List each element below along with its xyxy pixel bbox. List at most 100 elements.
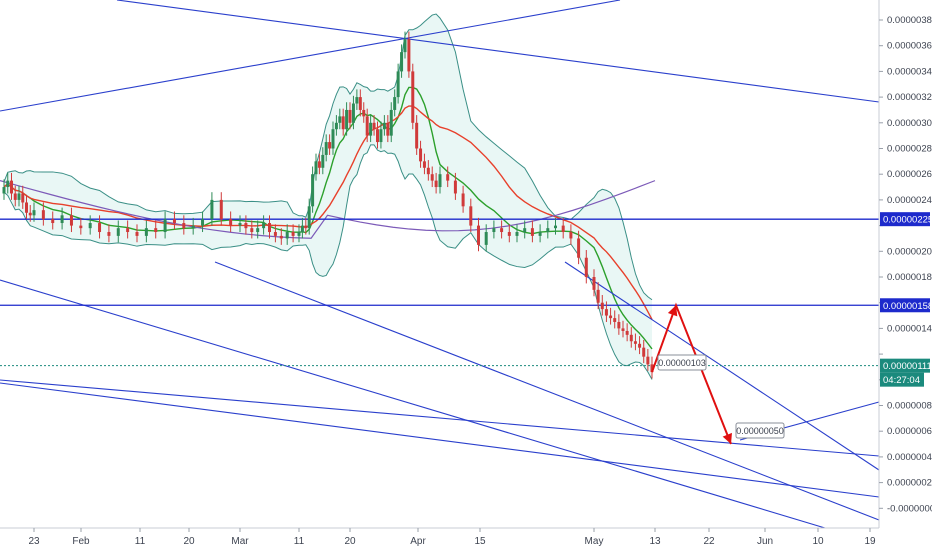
candle (341, 116, 345, 130)
candle (584, 257, 588, 277)
candle (17, 193, 21, 200)
candle (389, 109, 393, 136)
tag-resistance-1-bg (880, 212, 930, 227)
candle (554, 225, 557, 229)
candle (256, 228, 260, 233)
candle (538, 232, 542, 236)
trendline (0, 279, 826, 529)
candle (382, 122, 386, 130)
bollinger-fill (4, 14, 652, 380)
candle (430, 174, 434, 181)
arrow-up-head (667, 305, 678, 317)
candle (244, 223, 248, 229)
candle (546, 228, 550, 233)
ma-mid (3, 105, 653, 320)
candle (317, 161, 321, 168)
candle (434, 180, 438, 188)
x-tick-label: Apr (410, 536, 426, 547)
candle (393, 97, 397, 110)
candle (376, 129, 379, 143)
candle (379, 129, 383, 143)
candle (461, 193, 465, 207)
candle (126, 228, 130, 233)
candle (523, 228, 527, 233)
candle (307, 206, 311, 229)
candle (88, 223, 92, 229)
candle (633, 341, 637, 344)
candle (300, 225, 304, 233)
candle (358, 97, 362, 110)
x-tick-label: 15 (474, 536, 486, 547)
x-tick-label: 10 (812, 536, 824, 547)
candle (69, 215, 73, 226)
candle (334, 122, 338, 130)
candle (60, 215, 64, 224)
candle (369, 122, 373, 136)
projection-arrows (651, 302, 732, 445)
candle (98, 223, 102, 233)
candle (107, 232, 111, 236)
candle (609, 315, 613, 319)
x-tick-label: Feb (72, 536, 90, 547)
candle (51, 219, 55, 224)
y-tick-label: 0.00000020 (887, 478, 932, 489)
candle (210, 199, 214, 220)
price-tags: 0.00000225 0.00000158 0.00000111 04:27:04 (880, 212, 932, 387)
candle (285, 232, 289, 239)
candle (569, 232, 573, 239)
x-tick-label: 20 (344, 536, 356, 547)
candle (2, 187, 6, 194)
candle (331, 129, 335, 149)
candle (351, 103, 355, 123)
x-tick-label: Jun (757, 536, 773, 547)
tag-countdown: 04:27:04 (880, 372, 924, 387)
candle (116, 228, 120, 236)
x-tick-label: 19 (864, 536, 876, 547)
candle (613, 318, 617, 322)
callout-box (657, 354, 707, 371)
candle (338, 116, 342, 123)
x-tick-label: 22 (703, 536, 715, 547)
candle (419, 148, 423, 162)
candle (411, 71, 415, 123)
candle (201, 219, 205, 226)
bollinger-lower (3, 144, 653, 380)
candle (250, 228, 254, 233)
candle (604, 309, 608, 316)
candle (530, 228, 534, 236)
candle (650, 364, 654, 373)
x-tick-label: 11 (135, 536, 146, 547)
candle (345, 109, 349, 130)
trendline (564, 261, 880, 471)
candle (426, 167, 430, 175)
annotation-target: 0.00000050 (735, 422, 785, 439)
candle (13, 193, 17, 200)
annotation-low: 0.00000103 (657, 354, 707, 371)
candle (515, 232, 519, 236)
candle (328, 142, 332, 149)
candle (324, 142, 328, 155)
candle (492, 228, 496, 233)
candle (438, 174, 442, 188)
candle (297, 232, 301, 236)
candle (279, 235, 283, 239)
trendline (116, 0, 880, 103)
candle (621, 328, 625, 331)
tag-resistance-2: 0.00000158 (880, 298, 932, 313)
x-tick-label: Mar (231, 536, 249, 547)
candle (10, 180, 13, 194)
candle (144, 228, 148, 236)
candle (396, 71, 400, 98)
candle (642, 347, 646, 357)
candle (629, 334, 633, 342)
x-tick-label: May (585, 536, 604, 547)
